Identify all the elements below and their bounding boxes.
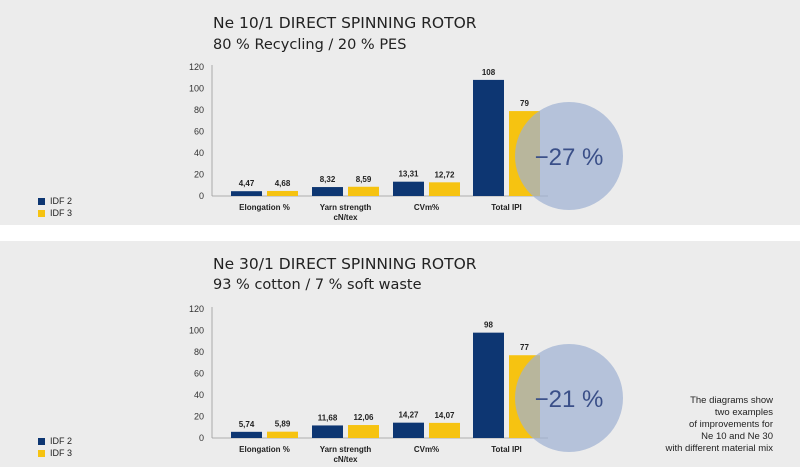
legend-item-idf3: IDF 3 [38, 447, 72, 459]
chart-legend: IDF 2 IDF 3 [38, 195, 72, 219]
note-line: Ne 10 and Ne 30 [701, 431, 773, 442]
bar-idf2 [312, 425, 343, 438]
data-label: 98 [484, 321, 493, 330]
data-label: 79 [520, 99, 529, 108]
bar-idf3 [429, 422, 460, 438]
chart-legend: IDF 2 IDF 3 [38, 435, 72, 459]
bar-idf2 [393, 181, 424, 196]
legend-item-idf2: IDF 2 [38, 435, 72, 447]
y-tick-label: 80 [194, 105, 204, 115]
y-tick-label: 20 [194, 170, 204, 180]
chart-subtitle: 93 % cotton / 7 % soft waste [213, 277, 422, 293]
y-tick-label: 100 [189, 84, 204, 94]
legend-swatch [38, 209, 45, 217]
x-category-label: Yarn strength [320, 445, 372, 454]
y-tick-label: 120 [189, 62, 204, 72]
x-category-label: Total IPI [491, 203, 522, 212]
bar-idf3 [267, 190, 298, 196]
x-category-label: CVm% [414, 445, 439, 454]
data-label: 13,31 [398, 170, 419, 179]
x-category-label: CVm% [414, 203, 439, 212]
x-category-label: Elongation % [239, 203, 290, 212]
legend-label: IDF 2 [50, 436, 73, 446]
data-label: 108 [482, 68, 496, 77]
y-tick-label: 60 [194, 127, 204, 137]
y-tick-label: 60 [194, 369, 204, 379]
y-tick-label: 80 [194, 347, 204, 357]
bar-idf3 [348, 186, 379, 196]
bar-idf3 [348, 425, 379, 438]
legend-item-idf3: IDF 3 [38, 207, 72, 219]
data-label: 4,47 [239, 179, 255, 188]
data-label: 77 [520, 343, 529, 352]
y-tick-label: 120 [189, 304, 204, 314]
data-label: 5,89 [275, 420, 291, 429]
y-tick-label: 40 [194, 148, 204, 158]
x-category-label: Total IPI [491, 445, 522, 454]
legend-label: IDF 3 [50, 208, 73, 218]
bar-idf2 [312, 187, 343, 196]
bar-idf2 [393, 422, 424, 438]
bar-idf3 [267, 431, 298, 438]
reduction-label: −21 % [535, 386, 604, 413]
note-line: with different material mix [665, 443, 773, 454]
data-label: 4,68 [275, 179, 291, 188]
data-label: 11,68 [318, 413, 338, 422]
legend-label: IDF 2 [50, 196, 73, 206]
note-line: two examples [714, 407, 773, 418]
bar-idf2 [231, 431, 262, 438]
y-tick-label: 20 [194, 412, 204, 422]
bar-idf2 [231, 191, 262, 196]
data-label: 14,27 [398, 411, 419, 420]
legend-swatch [38, 437, 45, 445]
data-label: 12,72 [434, 170, 455, 179]
explanatory-note: The diagrams show two examples of improv… [613, 395, 773, 455]
reduction-circle [515, 344, 623, 452]
chart-panel-2: Ne 30/1 DIRECT SPINNING ROTOR 93 % cotto… [0, 241, 800, 467]
legend-swatch [38, 449, 45, 457]
x-category-label: cN/tex [333, 455, 358, 464]
reduction-label: −27 % [535, 144, 604, 171]
x-category-label: Elongation % [239, 445, 290, 454]
y-tick-label: 0 [199, 191, 204, 201]
note-line: of improvements for [689, 419, 773, 430]
chart-panel-1: Ne 10/1 DIRECT SPINNING ROTOR 80 % Recyc… [0, 0, 800, 225]
note-line: The diagrams show [690, 395, 773, 406]
y-tick-label: 100 [189, 326, 204, 336]
bar-chart: 0 20 40 60 80 100 120 5,74 5,89 Elongation % 11,68… [189, 304, 623, 464]
legend-swatch [38, 197, 45, 205]
bar-idf2 [473, 332, 504, 438]
bar-idf3 [429, 182, 460, 196]
x-category-label: cN/tex [333, 213, 358, 222]
y-tick-label: 40 [194, 390, 204, 400]
reduction-circle [515, 102, 623, 210]
chart-title: Ne 30/1 DIRECT SPINNING ROTOR [213, 255, 477, 273]
y-tick-label: 0 [199, 433, 204, 443]
data-label: 8,59 [356, 175, 372, 184]
bar-idf2 [473, 79, 504, 196]
legend-label: IDF 3 [50, 448, 73, 458]
data-label: 8,32 [320, 175, 336, 184]
bar-chart: 0 20 40 60 80 100 120 4,47 4,68 Elongation % 8,32 8… [189, 62, 623, 222]
data-label: 14,07 [434, 411, 455, 420]
data-label: 5,74 [239, 420, 255, 429]
legend-item-idf2: IDF 2 [38, 195, 72, 207]
data-label: 12,06 [353, 413, 374, 422]
x-category-label: Yarn strength [320, 203, 372, 212]
chart-title: Ne 10/1 DIRECT SPINNING ROTOR [213, 14, 477, 32]
chart-subtitle: 80 % Recycling / 20 % PES [213, 37, 407, 53]
